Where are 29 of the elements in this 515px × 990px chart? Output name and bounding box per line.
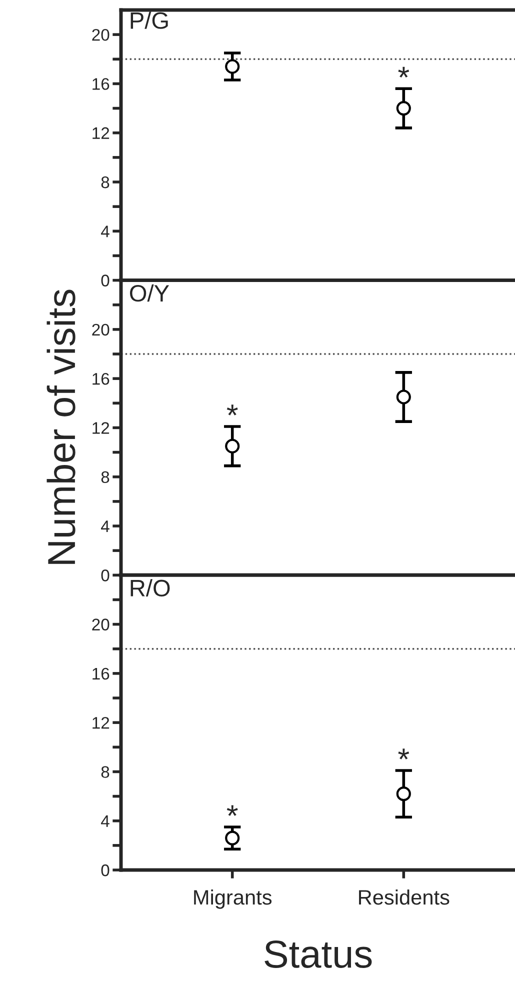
y-tick-label: 20 [92, 618, 110, 630]
y-tick-label: 16 [92, 372, 110, 385]
chart-title: O/Y [130, 284, 170, 302]
x-tick-label: Residents [359, 889, 450, 905]
y-tick-label: 8 [101, 766, 110, 778]
y-tick-label: 8 [101, 176, 110, 188]
y-tick-label: 12 [92, 127, 110, 139]
x-tick-label: Migrants [194, 889, 272, 909]
y-tick-label: 0 [101, 274, 110, 286]
y-tick-label: 4 [101, 815, 110, 827]
y-tick-label: 4 [101, 520, 110, 532]
x-axis-title: Status [264, 940, 372, 968]
chart-title: P/G [130, 12, 168, 29]
data-label: * [226, 404, 238, 416]
y-tick-label: 16 [92, 668, 110, 680]
y-tick-label: 4 [101, 226, 110, 238]
y-tick-label: 8 [101, 471, 110, 484]
y-tick-label: 20 [92, 28, 110, 41]
y-tick-label: 0 [101, 570, 110, 582]
y-tick-label: 20 [92, 324, 110, 336]
y-tick-label: 0 [101, 864, 110, 876]
y-tick-label: 12 [92, 716, 110, 729]
y-tick-label: 16 [92, 78, 110, 90]
data-label: * [398, 748, 410, 760]
chart-title: R/O [130, 579, 170, 597]
y-tick-label: 12 [92, 422, 110, 434]
data-label: * [226, 805, 238, 816]
y-axis-title: Number of visits [46, 290, 76, 564]
data-label: * [398, 66, 410, 78]
